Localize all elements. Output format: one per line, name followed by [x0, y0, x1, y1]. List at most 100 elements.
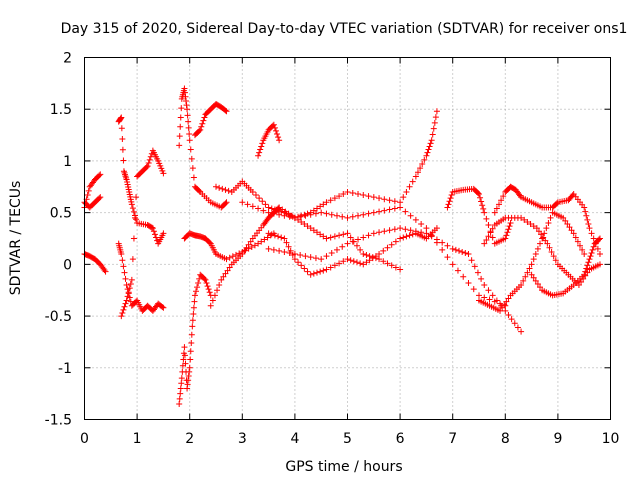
data-point — [275, 134, 282, 141]
data-point — [216, 282, 223, 289]
data-point — [182, 360, 189, 367]
data-point — [119, 146, 126, 153]
data-point — [431, 119, 438, 126]
data-point — [418, 229, 425, 236]
data-point — [578, 278, 585, 285]
data-point — [538, 231, 545, 238]
data-point — [239, 251, 246, 258]
data-point — [328, 249, 335, 256]
data-point — [183, 97, 190, 104]
data-point — [183, 102, 190, 109]
data-point — [427, 140, 434, 147]
data-point — [256, 149, 263, 156]
data-point — [485, 222, 492, 229]
data-point — [562, 217, 569, 224]
data-point — [403, 233, 410, 240]
series-arc-s — [491, 183, 603, 258]
data-point — [545, 219, 552, 226]
y-tick-label: 0.5 — [50, 206, 72, 222]
data-point — [317, 231, 324, 238]
data-point — [198, 123, 205, 130]
data-point — [478, 275, 485, 282]
series-arc-v — [476, 209, 588, 314]
data-point — [144, 163, 151, 170]
data-point — [596, 261, 603, 268]
data-point — [339, 243, 346, 250]
data-point — [421, 156, 428, 163]
data-point — [120, 263, 127, 270]
data-point — [126, 285, 133, 292]
data-point — [200, 117, 207, 124]
data-point — [257, 146, 264, 153]
data-point — [444, 242, 451, 249]
data-point — [320, 201, 327, 208]
data-point — [344, 214, 351, 221]
data-point — [339, 213, 346, 220]
data-point — [586, 225, 593, 232]
data-point — [468, 257, 475, 264]
series-arc-k — [207, 204, 283, 309]
y-tick-label: -0.5 — [45, 309, 72, 325]
data-point — [310, 207, 317, 214]
data-point — [570, 230, 577, 237]
data-point — [282, 208, 289, 215]
data-point — [323, 199, 330, 206]
data-point — [206, 239, 213, 246]
data-point — [575, 282, 582, 289]
data-point — [400, 194, 407, 201]
data-point — [97, 171, 104, 178]
data-point — [503, 232, 510, 239]
data-point — [581, 204, 588, 211]
data-point — [301, 221, 308, 228]
data-point — [153, 234, 160, 241]
data-point — [178, 105, 185, 112]
data-point — [386, 206, 393, 213]
data-point — [323, 235, 330, 242]
data-point — [534, 245, 541, 252]
data-point — [511, 320, 518, 327]
data-point — [471, 263, 478, 270]
data-point — [360, 234, 367, 241]
data-point — [201, 275, 208, 282]
data-point — [248, 243, 255, 250]
data-point — [181, 352, 188, 359]
data-point — [312, 255, 319, 262]
data-point — [336, 260, 343, 267]
data-point — [209, 297, 216, 304]
data-point — [133, 216, 140, 223]
data-point — [160, 304, 167, 311]
data-point — [291, 214, 298, 221]
y-tick-label: -1.5 — [45, 413, 72, 429]
data-point — [476, 292, 482, 299]
data-point — [182, 93, 189, 100]
data-point — [220, 273, 227, 280]
data-point — [285, 210, 292, 217]
data-point — [272, 127, 279, 134]
data-point — [336, 232, 343, 239]
data-point — [497, 307, 504, 314]
data-point — [276, 204, 283, 211]
data-point — [218, 276, 225, 283]
data-point — [428, 137, 435, 144]
data-point — [331, 262, 338, 269]
data-point — [203, 279, 210, 286]
data-point — [214, 287, 221, 294]
data-point — [376, 195, 383, 202]
data-point — [433, 225, 440, 232]
data-point — [381, 196, 388, 203]
data-point — [127, 281, 134, 288]
data-point — [508, 316, 515, 323]
data-point — [184, 385, 191, 392]
data-point — [460, 273, 467, 280]
data-point — [409, 231, 416, 238]
data-point — [418, 221, 425, 228]
data-point — [281, 212, 288, 219]
data-point — [264, 234, 271, 241]
data-point — [260, 207, 267, 214]
data-point — [323, 266, 330, 273]
data-point — [425, 146, 432, 153]
data-point — [251, 242, 258, 249]
data-point — [524, 218, 531, 225]
data-point — [417, 165, 424, 172]
data-point — [481, 240, 488, 247]
